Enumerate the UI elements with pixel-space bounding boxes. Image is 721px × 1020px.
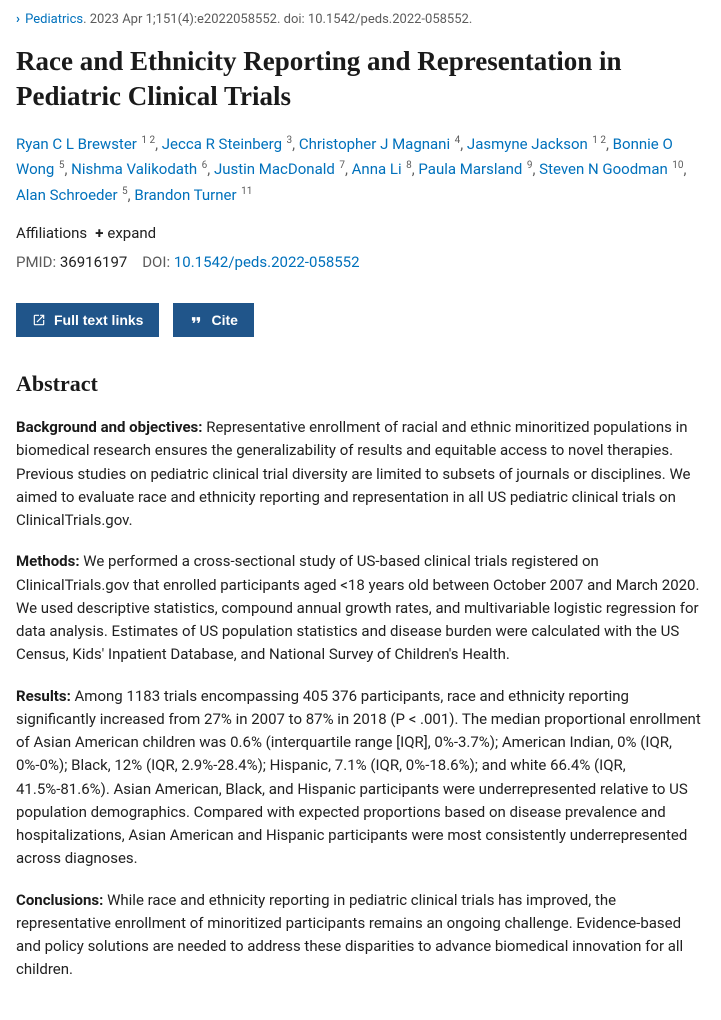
conclusions-text: While race and ethnicity reporting in pe… bbox=[16, 891, 683, 979]
affiliations-line: Affiliations + expand bbox=[16, 222, 705, 245]
cite-button[interactable]: Cite bbox=[173, 303, 253, 337]
abstract-background: Background and objectives: Representativ… bbox=[16, 416, 705, 532]
author-link[interactable]: Nishma Valikodath bbox=[71, 160, 197, 178]
author-separator: , bbox=[606, 135, 613, 153]
results-text: Among 1183 trials encompassing 405 376 p… bbox=[16, 687, 701, 868]
pmid-label: PMID: bbox=[16, 253, 56, 271]
background-label: Background and objectives: bbox=[16, 418, 202, 436]
author-link[interactable]: Anna Li bbox=[352, 160, 402, 178]
author-separator: , bbox=[460, 135, 467, 153]
author-affiliation: 1 2 bbox=[139, 135, 155, 146]
author-link[interactable]: Christopher J Magnani bbox=[299, 135, 450, 153]
abstract-results: Results: Among 1183 trials encompassing … bbox=[16, 685, 705, 871]
abstract-body: Background and objectives: Representativ… bbox=[16, 416, 705, 982]
doi-link[interactable]: 10.1542/peds.2022-058552 bbox=[174, 253, 360, 271]
abstract-heading: Abstract bbox=[16, 367, 705, 400]
author-link[interactable]: Jasmyne Jackson bbox=[467, 135, 588, 153]
external-link-icon bbox=[32, 313, 46, 327]
author-affiliation: 7 bbox=[337, 160, 345, 171]
action-buttons: Full text links Cite bbox=[16, 303, 705, 337]
quote-icon bbox=[189, 313, 203, 327]
affiliations-label: Affiliations bbox=[16, 222, 87, 245]
full-text-links-label: Full text links bbox=[54, 312, 143, 328]
pmid-value: 36916197 bbox=[60, 253, 127, 271]
authors-list: Ryan C L Brewster 1 2, Jecca R Steinberg… bbox=[16, 132, 705, 209]
author-link[interactable]: Jecca R Steinberg bbox=[162, 135, 282, 153]
author-affiliation: 8 bbox=[404, 160, 412, 171]
author-separator: , bbox=[207, 160, 214, 178]
methods-label: Methods: bbox=[16, 552, 80, 570]
author-link[interactable]: Ryan C L Brewster bbox=[16, 135, 137, 153]
journal-link[interactable]: Pediatrics bbox=[25, 12, 83, 27]
citation-doi: doi: 10.1542/peds.2022-058552. bbox=[280, 12, 472, 27]
expand-label: expand bbox=[107, 222, 156, 245]
chevron-icon: › bbox=[16, 12, 20, 27]
conclusions-label: Conclusions: bbox=[16, 891, 103, 909]
author-link[interactable]: Paula Marsland bbox=[418, 160, 522, 178]
plus-icon: + bbox=[95, 222, 103, 245]
author-separator: , bbox=[684, 160, 687, 178]
author-link[interactable]: Steven N Goodman bbox=[539, 160, 668, 178]
author-link[interactable]: Alan Schroeder bbox=[16, 186, 118, 204]
page-title: Race and Ethnicity Reporting and Represe… bbox=[16, 44, 705, 114]
author-affiliation: 5 bbox=[120, 186, 128, 197]
author-separator: , bbox=[292, 135, 299, 153]
author-link[interactable]: Justin MacDonald bbox=[214, 160, 335, 178]
author-link[interactable]: Brandon Turner bbox=[134, 186, 236, 204]
full-text-links-button[interactable]: Full text links bbox=[16, 303, 159, 337]
expand-button[interactable]: + expand bbox=[95, 222, 156, 245]
identifiers-line: PMID: 36916197 DOI: 10.1542/peds.2022-05… bbox=[16, 251, 705, 274]
author-affiliation: 11 bbox=[239, 186, 253, 197]
cite-label: Cite bbox=[211, 312, 237, 328]
author-affiliation: 10 bbox=[670, 160, 684, 171]
author-separator: , bbox=[155, 135, 162, 153]
methods-text: We performed a cross-sectional study of … bbox=[16, 552, 699, 663]
author-affiliation: 1 2 bbox=[590, 135, 606, 146]
citation-line: › Pediatrics. 2023 Apr 1;151(4):e2022058… bbox=[16, 10, 705, 30]
doi-label: DOI: bbox=[142, 253, 170, 271]
author-affiliation: 3 bbox=[284, 135, 292, 146]
results-label: Results: bbox=[16, 687, 71, 705]
author-separator: , bbox=[345, 160, 352, 178]
abstract-conclusions: Conclusions: While race and ethnicity re… bbox=[16, 889, 705, 982]
citation-date: . 2023 Apr 1;151(4):e2022058552. bbox=[83, 12, 280, 27]
abstract-methods: Methods: We performed a cross-sectional … bbox=[16, 550, 705, 666]
